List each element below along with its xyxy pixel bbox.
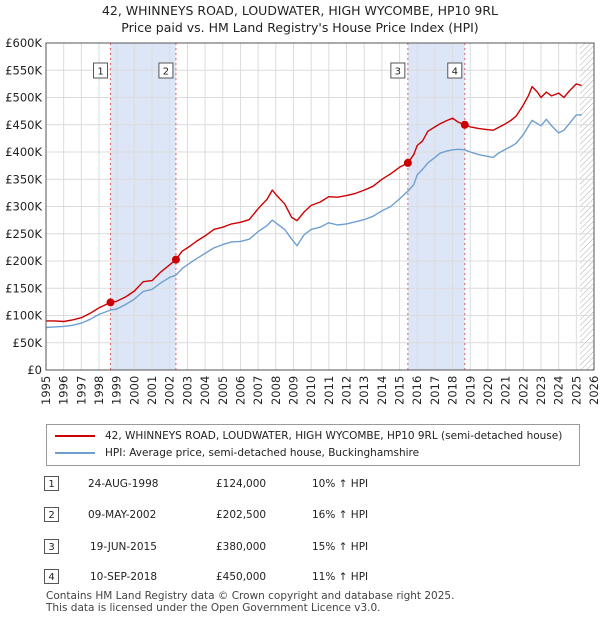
x-tick-label: 1997 [74, 376, 88, 405]
footer-copyright: Contains HM Land Registry data © Crown c… [46, 590, 455, 602]
table-row: 1 24-AUG-1998 £124,000 10% ↑ HPI [0, 474, 600, 496]
legend-label-hpi: HPI: Average price, semi-detached house,… [105, 447, 420, 459]
x-tick-label: 2000 [127, 376, 141, 405]
x-tick-label: 2019 [463, 376, 477, 405]
y-tick-label: £350K [5, 172, 42, 186]
footer-license: This data is licensed under the Open Gov… [46, 602, 381, 614]
legend-swatch-price [55, 435, 95, 437]
price-chart: 1 2 3 4 £0 £50K £100K £150K £200K £250K £300K £350K… [5, 36, 600, 405]
x-tick-label: 2024 [552, 376, 566, 405]
transaction-date: 10-SEP-2018 [90, 571, 158, 583]
x-tick-label: 2002 [163, 376, 177, 405]
x-tick-label: 2007 [251, 376, 265, 405]
price-paid-line [46, 83, 582, 323]
x-tick-label: 2021 [499, 376, 513, 405]
legend-item-hpi: HPI: Average price, semi-detached house,… [55, 445, 419, 461]
y-tick-label: £500K [5, 91, 42, 105]
transaction-date: 19-JUN-2015 [90, 541, 157, 553]
sale-marker [403, 158, 412, 167]
x-tick-label: 2005 [216, 376, 230, 405]
legend-swatch-hpi [55, 452, 95, 454]
sale-marker [106, 298, 115, 307]
x-tick-label: 2017 [428, 376, 442, 405]
transaction-hpi: 10% ↑ HPI [312, 478, 369, 490]
annotation-label: 3 [395, 67, 401, 78]
x-tick-label: 1999 [110, 376, 124, 405]
sale-marker [460, 120, 469, 129]
annotation-box [390, 62, 406, 79]
x-tick-label: 2009 [286, 376, 300, 405]
transaction-number: 2 [44, 507, 59, 522]
chart-subtitle: Price paid vs. HM Land Registry's House … [121, 20, 479, 35]
transaction-price: £380,000 [216, 541, 267, 553]
transaction-number: 1 [44, 476, 59, 491]
x-tick-label: 2012 [340, 376, 354, 405]
plot-border [45, 42, 595, 371]
x-tick-label: 1995 [39, 376, 53, 405]
y-tick-label: £250K [5, 227, 42, 241]
legend-item-price: 42, WHINNEYS ROAD, LOUDWATER, HIGH WYCOM… [55, 428, 562, 444]
x-tick-label: 2013 [357, 376, 371, 405]
transaction-price: £450,000 [216, 571, 267, 583]
x-tick-label: 1996 [57, 376, 71, 405]
x-tick-label: 2008 [269, 376, 283, 405]
x-tick-label: 2011 [322, 376, 336, 405]
transaction-hpi: 16% ↑ HPI [312, 509, 369, 521]
y-tick-label: £150K [5, 281, 42, 295]
y-tick-label: £50K [13, 336, 43, 350]
y-tick-label: £600K [5, 36, 42, 50]
annotation-box [158, 62, 174, 79]
x-tick-label: 2016 [410, 376, 424, 405]
transaction-date: 24-AUG-1998 [88, 478, 159, 490]
y-tick-label: £400K [5, 145, 42, 159]
legend-label-price: 42, WHINNEYS ROAD, LOUDWATER, HIGH WYCOM… [105, 430, 563, 442]
x-tick-label: 2026 [587, 376, 600, 405]
x-tick-label: 2022 [516, 376, 530, 405]
x-tick-label: 1998 [92, 376, 106, 405]
transaction-price: £202,500 [216, 509, 267, 521]
x-tick-label: 2014 [375, 376, 389, 405]
y-tick-label: £0 [27, 363, 42, 377]
y-tick-label: £100K [5, 309, 42, 323]
x-tick-label: 2023 [534, 376, 548, 405]
sale-marker [171, 255, 180, 264]
chart-legend: 42, WHINNEYS ROAD, LOUDWATER, HIGH WYCOM… [46, 424, 580, 466]
y-tick-label: £300K [5, 200, 42, 214]
x-tick-label: 2004 [198, 376, 212, 405]
hpi-line [45, 114, 582, 329]
annotation-box [447, 62, 463, 79]
annotation-label: 1 [97, 67, 103, 78]
transaction-date: 09-MAY-2002 [88, 509, 157, 521]
chart-title: 42, WHINNEYS ROAD, LOUDWATER, HIGH WYCOM… [101, 3, 499, 18]
annotation-label: 2 [163, 67, 169, 78]
y-tick-label: £450K [5, 118, 42, 132]
transaction-number: 4 [44, 569, 59, 584]
annotation-label: 4 [452, 67, 458, 78]
x-tick-label: 2015 [393, 376, 407, 405]
x-tick-label: 2006 [233, 376, 247, 405]
x-tick-label: 2001 [145, 376, 159, 405]
y-tick-label: £550K [5, 63, 42, 77]
transaction-hpi: 11% ↑ HPI [312, 571, 369, 583]
x-tick-label: 2010 [304, 376, 318, 405]
transaction-number: 3 [44, 539, 59, 554]
table-row: 3 19-JUN-2015 £380,000 15% ↑ HPI [0, 537, 600, 559]
x-tick-label: 2025 [569, 376, 583, 405]
x-tick-label: 2018 [446, 376, 460, 405]
y-tick-label: £200K [5, 254, 42, 268]
x-tick-label: 2003 [180, 376, 194, 405]
table-row: 2 09-MAY-2002 £202,500 16% ↑ HPI [0, 505, 600, 527]
x-tick-label: 2020 [481, 376, 495, 405]
transaction-hpi: 15% ↑ HPI [312, 541, 369, 553]
annotation-box [93, 62, 109, 79]
transaction-price: £124,000 [216, 478, 267, 490]
table-row: 4 10-SEP-2018 £450,000 11% ↑ HPI [0, 567, 600, 589]
